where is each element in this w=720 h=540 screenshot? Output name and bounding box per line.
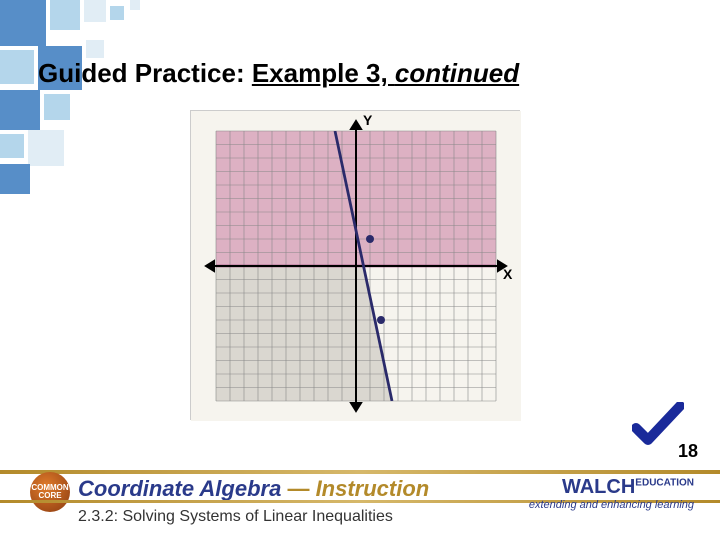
brand-sub: Instruction xyxy=(316,476,430,501)
title-main: Example 3, xyxy=(252,58,395,88)
brand-title: Coordinate Algebra — Instruction xyxy=(78,476,429,502)
badge-text: COMMON CORE xyxy=(30,484,70,500)
publisher-tagline: extending and enhancing learning xyxy=(529,499,694,511)
publisher-logo: WALCHEDUCATION xyxy=(529,476,694,499)
brand-dash: — xyxy=(281,476,315,501)
checkmark-icon xyxy=(632,402,684,448)
slide-title: Guided Practice: Example 3, continued xyxy=(38,58,519,89)
slide-footer: COMMON CORE Coordinate Algebra — Instruc… xyxy=(0,464,720,540)
x-axis-label: X xyxy=(503,266,513,282)
publisher-name: WALCH xyxy=(562,476,635,498)
y-axis-label: Y xyxy=(363,112,373,128)
title-prefix: Guided Practice: xyxy=(38,58,252,88)
inequality-graph: Y X xyxy=(190,110,520,420)
corner-decoration xyxy=(0,0,200,220)
brand-main: Coordinate Algebra xyxy=(78,476,281,501)
footer-bar-top xyxy=(0,470,720,474)
publisher-sub: EDUCATION xyxy=(635,477,694,488)
common-core-badge: COMMON CORE xyxy=(30,472,70,512)
page-number: 18 xyxy=(678,441,698,462)
publisher-block: WALCHEDUCATION extending and enhancing l… xyxy=(529,476,694,511)
title-suffix: continued xyxy=(395,58,519,88)
lesson-reference: 2.3.2: Solving Systems of Linear Inequal… xyxy=(78,508,393,526)
